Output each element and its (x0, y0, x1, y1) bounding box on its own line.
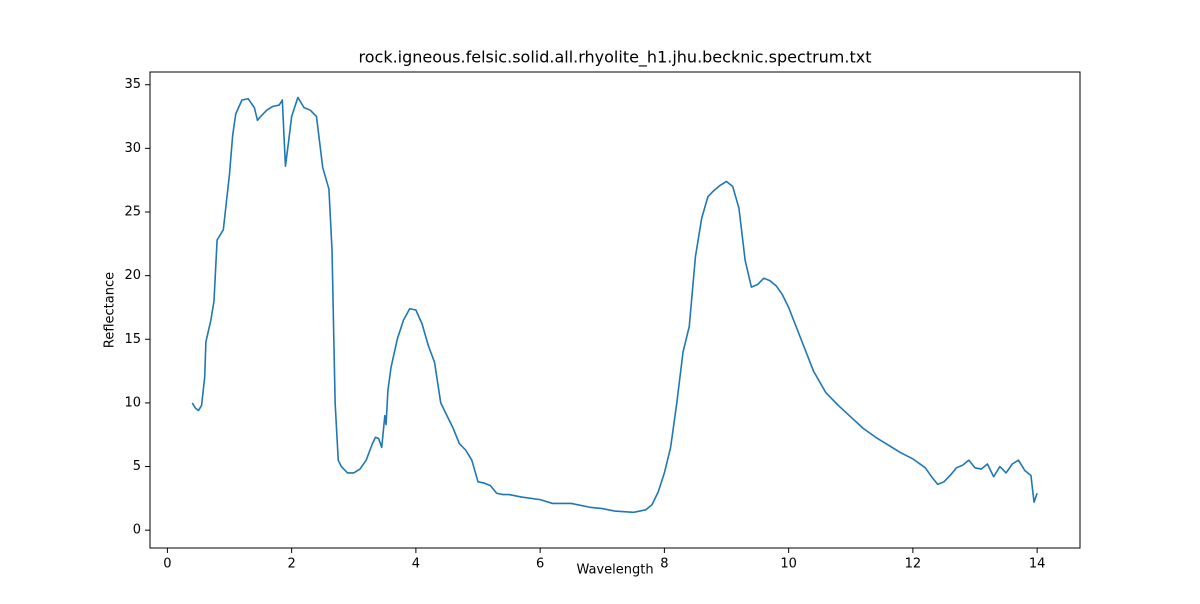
x-tick-label: 0 (163, 557, 171, 572)
y-axis-label: Reflectance (103, 272, 118, 348)
x-axis-label: Wavelength (576, 563, 653, 578)
x-tick-label: 2 (288, 557, 296, 572)
y-tick-label: 35 (124, 77, 141, 92)
y-tick-label: 0 (133, 523, 141, 538)
x-tick-label: 10 (780, 557, 797, 572)
x-tick-label: 6 (536, 557, 544, 572)
y-tick-label: 30 (124, 141, 141, 156)
y-tick-label: 10 (124, 395, 141, 410)
x-tick-label: 14 (1029, 557, 1046, 572)
x-tick-label: 12 (905, 557, 922, 572)
plot-frame (149, 71, 1081, 549)
y-tick-label: 5 (133, 459, 141, 474)
y-tick-label: 15 (124, 332, 141, 347)
y-tick-label: 25 (124, 205, 141, 220)
chart-title: rock.igneous.felsic.solid.all.rhyolite_h… (359, 48, 872, 68)
x-tick-label: 4 (412, 557, 420, 572)
x-tick-label: 8 (660, 557, 668, 572)
spectrum-line (191, 96, 1038, 514)
y-tick-label: 20 (124, 268, 141, 283)
